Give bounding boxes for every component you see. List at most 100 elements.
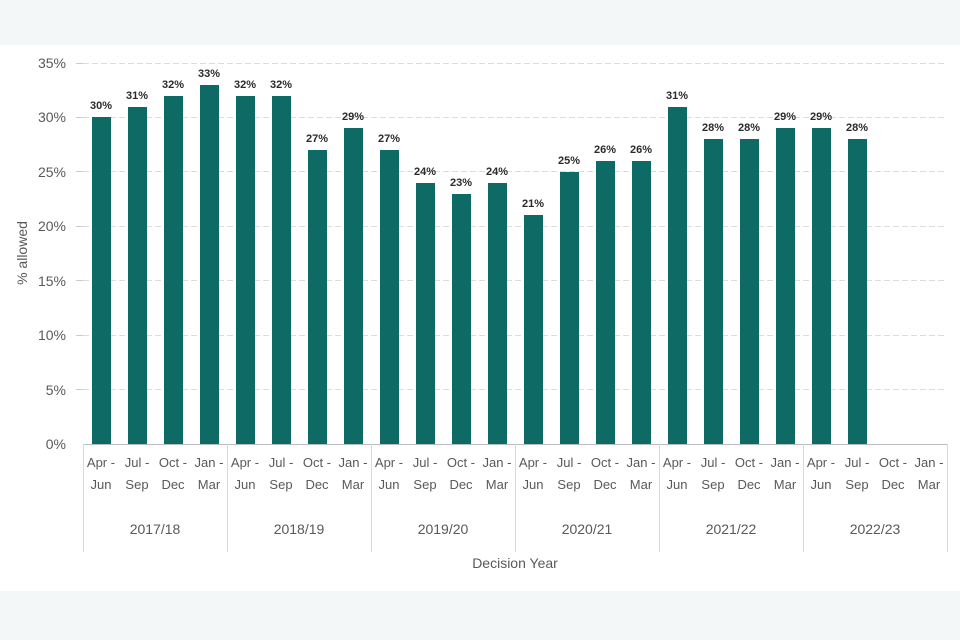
quarter-label-line2: Sep [125, 477, 149, 492]
x-axis-quarter-label: Jan - Mar [911, 452, 947, 496]
x-axis-quarter-label: Oct - Dec [587, 452, 623, 496]
quarter-label-line2: Dec [305, 477, 329, 492]
quarter-label-line1: Jul - [268, 455, 294, 470]
quarter-label-line1: Oct - [158, 455, 188, 470]
bar [595, 160, 615, 444]
x-axis-quarter-label: Jan - Mar [191, 452, 227, 496]
bar [487, 182, 507, 444]
gridline [83, 280, 947, 282]
bar [703, 139, 723, 444]
quarter-label-line1: Apr - [662, 455, 692, 470]
quarter-label-line1: Apr - [806, 455, 836, 470]
year-group-divider [227, 444, 228, 552]
quarter-label-line1: Jan - [482, 455, 512, 470]
y-axis-tick-mark [76, 334, 83, 336]
bottom-margin-band [0, 591, 960, 640]
x-axis-quarter-label: Apr - Jun [803, 452, 839, 496]
quarter-label-line2: Dec [881, 477, 905, 492]
quarter-label-line1: Jul - [844, 455, 870, 470]
bar [451, 193, 471, 444]
x-axis-quarter-label: Oct - Dec [155, 452, 191, 496]
bar [91, 117, 111, 444]
y-axis-tick-label: 20% [37, 218, 66, 235]
x-axis-year-label: 2019/20 [417, 521, 469, 537]
quarter-label-line2: Sep [701, 477, 725, 492]
bar [415, 182, 435, 444]
quarter-label-line1: Jul - [700, 455, 726, 470]
quarter-label-line2: Jun [234, 477, 256, 492]
y-axis-tick-label: 0% [45, 436, 66, 452]
year-group-divider [515, 444, 516, 552]
bar [847, 139, 867, 444]
bar [199, 84, 219, 444]
bar [739, 139, 759, 444]
year-group-divider [659, 444, 660, 552]
x-axis-quarter-label: Jan - Mar [623, 452, 659, 496]
bar-value-label: 24% [485, 165, 509, 178]
x-axis-quarter-label: Jan - Mar [767, 452, 803, 496]
bar [667, 106, 687, 444]
y-axis-tick-label: 15% [37, 272, 66, 289]
quarter-label-line2: Mar [485, 477, 509, 492]
quarter-label-line2: Mar [917, 477, 941, 492]
quarter-label-line2: Jun [522, 477, 544, 492]
bar [307, 150, 327, 444]
quarter-label-line1: Jan - [338, 455, 368, 470]
bar [235, 95, 255, 444]
quarter-label-line2: Dec [737, 477, 761, 492]
bar-value-label: 29% [809, 111, 833, 124]
bar-value-label: 31% [665, 89, 689, 102]
quarter-label-line1: Apr - [86, 455, 116, 470]
y-axis-tick-label: 30% [37, 109, 66, 126]
x-axis-quarter-label: Oct - Dec [443, 452, 479, 496]
bar-value-label: 32% [161, 78, 185, 91]
bar [343, 128, 363, 444]
quarter-label-line1: Apr - [374, 455, 404, 470]
bar-value-label: 28% [845, 122, 869, 135]
quarter-label-line1: Oct - [590, 455, 620, 470]
x-axis-quarter-label: Apr - Jun [515, 452, 551, 496]
bar [379, 150, 399, 444]
x-axis-quarter-label: Jul - Sep [839, 452, 875, 496]
bar-value-label: 29% [341, 111, 365, 124]
bar [811, 128, 831, 444]
x-axis-year-label: 2021/22 [705, 521, 757, 537]
x-axis-quarter-label: Oct - Dec [875, 452, 911, 496]
year-group-divider [83, 444, 84, 552]
bar-value-label: 27% [305, 133, 329, 146]
bar [271, 95, 291, 444]
bar-value-label: 28% [737, 122, 761, 135]
bar-value-label: 26% [593, 143, 617, 156]
bar-value-label: 32% [269, 78, 293, 91]
top-margin-band [0, 0, 960, 45]
quarter-label-line2: Jun [810, 477, 832, 492]
bar-value-label: 25% [557, 154, 581, 167]
x-axis-quarter-label: Jul - Sep [119, 452, 155, 496]
x-axis-quarter-label: Jul - Sep [695, 452, 731, 496]
quarter-label-line2: Sep [845, 477, 869, 492]
x-axis-year-label: 2017/18 [129, 521, 181, 537]
x-axis-quarter-label: Apr - Jun [227, 452, 263, 496]
bar [163, 95, 183, 444]
x-axis-quarter-label: Oct - Dec [731, 452, 767, 496]
bar [631, 160, 651, 444]
bar-value-label: 26% [629, 143, 653, 156]
quarter-label-line1: Jan - [770, 455, 800, 470]
bar [775, 128, 795, 444]
y-axis-tick-label: 5% [45, 381, 66, 398]
bar-value-label: 28% [701, 122, 725, 135]
bar-value-label: 27% [377, 133, 401, 146]
x-axis-year-label: 2018/19 [273, 521, 325, 537]
bar-value-label: 33% [197, 67, 221, 80]
bar-value-label: 31% [125, 89, 149, 102]
bar-value-label: 21% [521, 198, 545, 211]
quarter-label-line2: Mar [197, 477, 221, 492]
quarter-label-line1: Oct - [446, 455, 476, 470]
quarter-label-line1: Oct - [302, 455, 332, 470]
bar-value-label: 29% [773, 111, 797, 124]
x-axis-quarter-label: Jan - Mar [335, 452, 371, 496]
bar-value-label: 32% [233, 78, 257, 91]
quarter-label-line2: Jun [378, 477, 400, 492]
quarter-label-line2: Dec [449, 477, 473, 492]
bar [127, 106, 147, 444]
